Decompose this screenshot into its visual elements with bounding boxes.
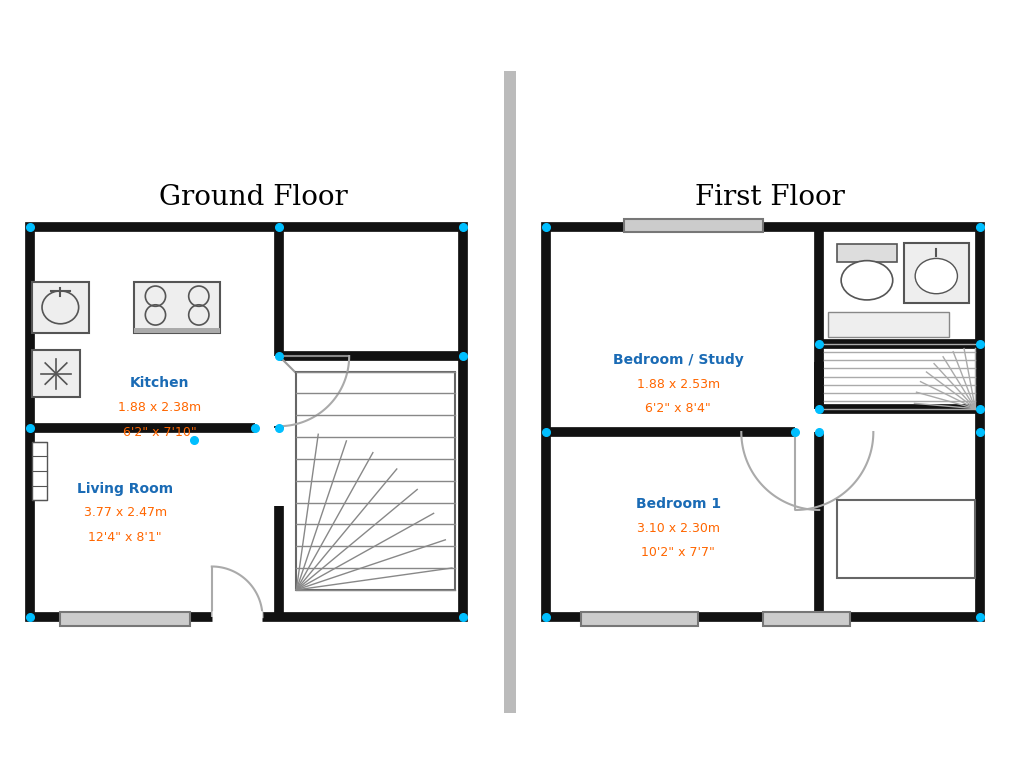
Bar (837, 500, 975, 578)
Text: 6'2" x 7'10": 6'2" x 7'10" (123, 426, 197, 438)
Bar (828, 311, 949, 337)
Text: Kitchen: Kitchen (130, 376, 189, 390)
Bar (32, 282, 88, 332)
Bar (625, 219, 763, 232)
Bar (581, 612, 697, 626)
Bar (134, 282, 220, 332)
Bar (60, 612, 190, 626)
Bar (32, 441, 47, 500)
Text: 3.10 x 2.30m: 3.10 x 2.30m (637, 522, 720, 535)
Text: First Floor: First Floor (695, 183, 845, 211)
Bar (296, 372, 455, 590)
Text: Ground Floor: Ground Floor (160, 183, 348, 211)
Bar (134, 328, 220, 332)
Bar (904, 242, 969, 303)
Bar (837, 244, 897, 262)
Ellipse shape (915, 259, 957, 294)
Text: Living Room: Living Room (77, 481, 173, 495)
Ellipse shape (841, 260, 893, 300)
Bar (30, 227, 463, 617)
Bar (763, 612, 850, 626)
Text: 1.88 x 2.38m: 1.88 x 2.38m (118, 401, 202, 414)
Text: Bedroom 1: Bedroom 1 (636, 497, 721, 511)
Text: Bedroom / Study: Bedroom / Study (613, 353, 743, 367)
Text: 12'4" x 8'1": 12'4" x 8'1" (88, 531, 162, 544)
Bar (32, 350, 80, 397)
Text: 6'2" x 8'4": 6'2" x 8'4" (645, 402, 712, 416)
Text: 1.88 x 2.53m: 1.88 x 2.53m (637, 378, 720, 390)
Text: 10'2" x 7'7": 10'2" x 7'7" (641, 546, 716, 559)
Text: 3.77 x 2.47m: 3.77 x 2.47m (84, 506, 167, 520)
Bar (546, 227, 980, 617)
